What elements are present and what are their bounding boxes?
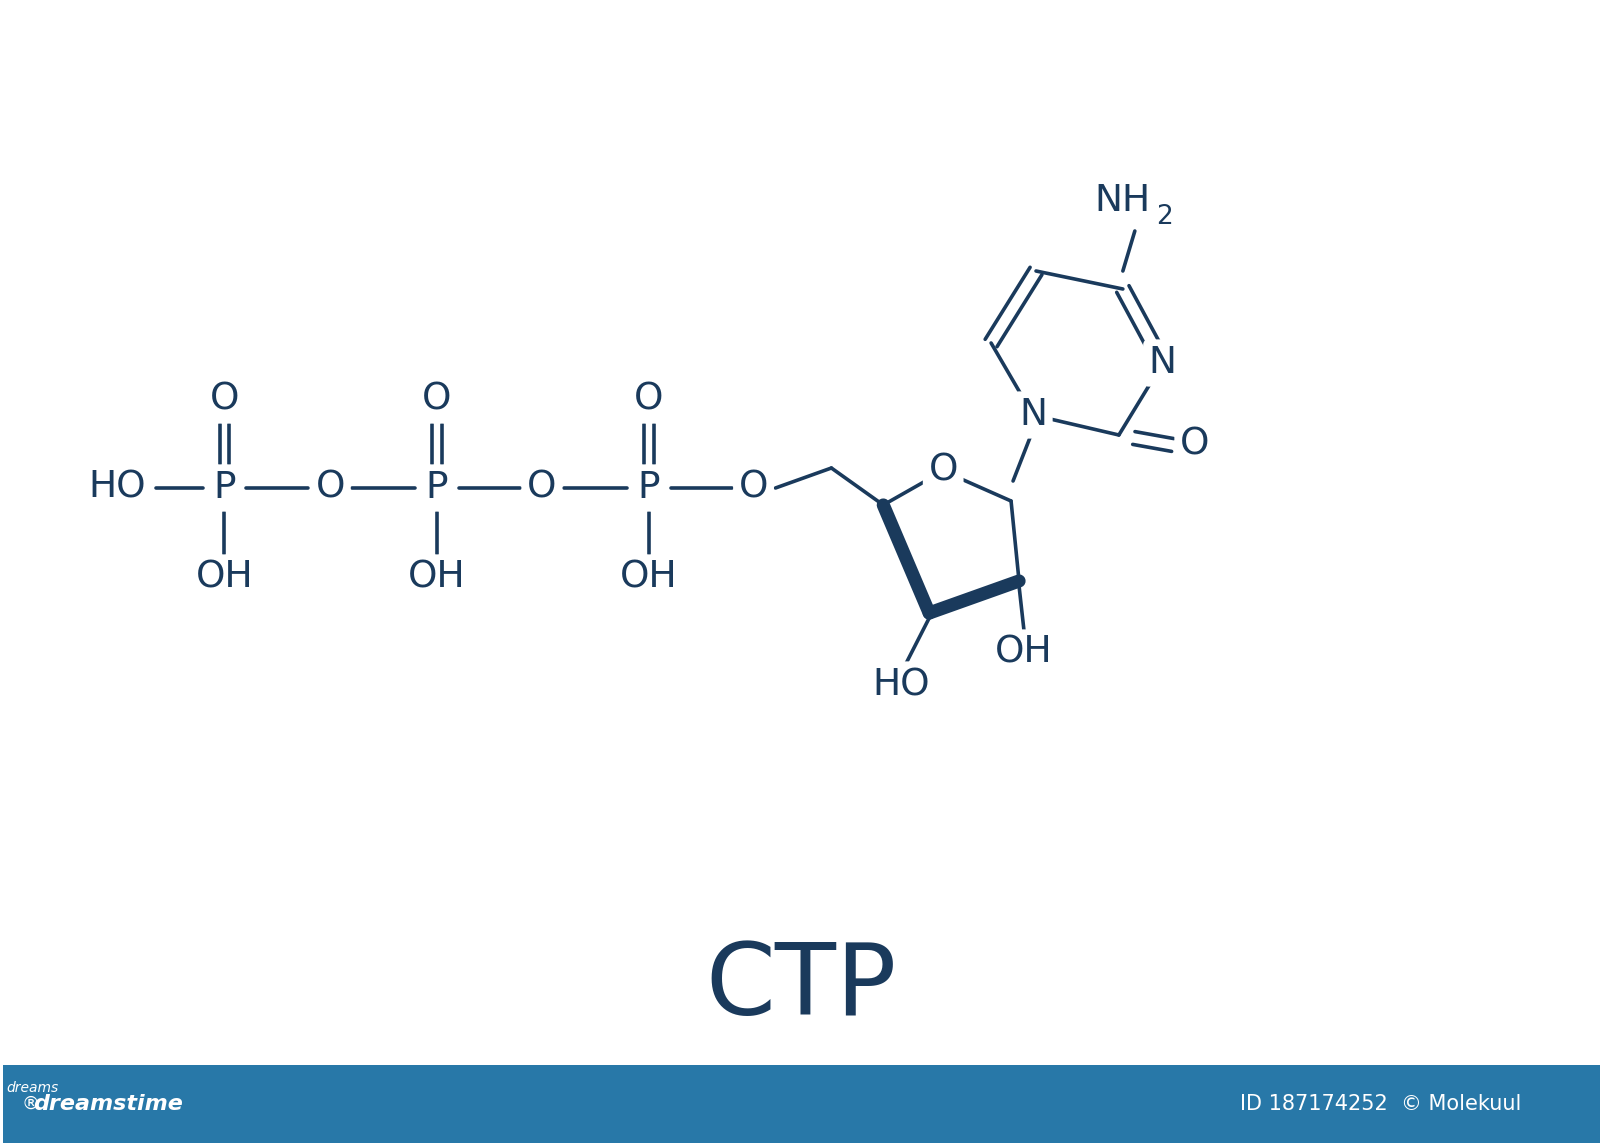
Bar: [3, 1065, 1600, 1143]
Text: CTP: CTP: [706, 940, 898, 1037]
Text: O: O: [315, 470, 346, 506]
Text: N: N: [1019, 397, 1046, 433]
Text: P: P: [637, 470, 659, 506]
Text: O: O: [739, 470, 768, 506]
Text: HO: HO: [872, 668, 930, 703]
Text: OH: OH: [619, 560, 677, 596]
Text: OH: OH: [995, 636, 1053, 671]
Text: dreamstime: dreamstime: [32, 1094, 182, 1114]
Text: ®: ®: [22, 1095, 40, 1113]
Text: OH: OH: [195, 560, 253, 596]
Text: dreams: dreams: [6, 1081, 59, 1095]
Text: HO: HO: [90, 470, 147, 506]
Text: ID 187174252  © Molekuul: ID 187174252 © Molekuul: [1240, 1094, 1522, 1114]
Text: O: O: [928, 453, 958, 489]
Text: NH: NH: [1094, 183, 1150, 219]
Text: O: O: [526, 470, 557, 506]
Text: 2: 2: [1157, 203, 1173, 230]
Text: P: P: [426, 470, 448, 506]
Text: N: N: [1149, 345, 1176, 381]
Text: O: O: [422, 382, 451, 418]
Text: OH: OH: [408, 560, 466, 596]
Text: O: O: [634, 382, 664, 418]
Text: P: P: [213, 470, 235, 506]
Text: O: O: [1179, 427, 1210, 463]
Text: O: O: [210, 382, 240, 418]
